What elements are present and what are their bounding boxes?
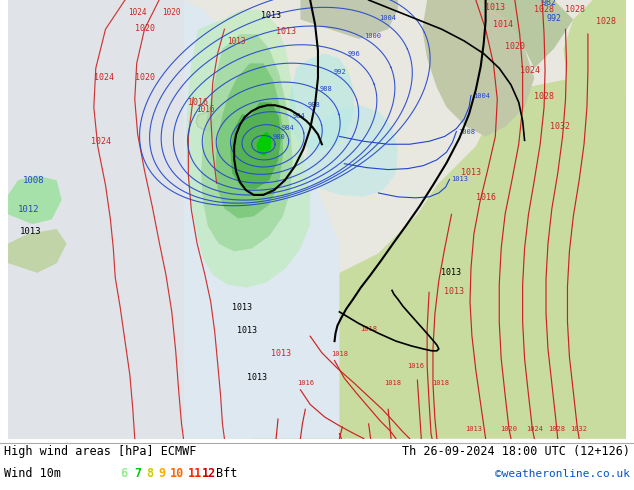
Text: 1016: 1016 — [476, 193, 496, 202]
Text: 1008: 1008 — [458, 128, 476, 135]
Text: 1020: 1020 — [500, 426, 517, 432]
Text: 1013: 1013 — [276, 27, 296, 36]
Text: 1013: 1013 — [271, 349, 291, 358]
Text: 1016: 1016 — [407, 364, 424, 369]
Polygon shape — [422, 0, 534, 136]
Text: 12: 12 — [202, 467, 216, 480]
Text: 1032: 1032 — [571, 426, 588, 432]
Text: 1013: 1013 — [465, 426, 482, 432]
Polygon shape — [301, 0, 398, 39]
Text: 1028: 1028 — [548, 426, 566, 432]
Text: High wind areas [hPa] ECMWF: High wind areas [hPa] ECMWF — [4, 445, 197, 458]
Polygon shape — [201, 34, 293, 251]
Polygon shape — [247, 66, 281, 93]
Text: 1028: 1028 — [534, 5, 554, 14]
Text: Bft: Bft — [216, 467, 237, 480]
Text: 1016: 1016 — [196, 105, 215, 114]
Text: 1013: 1013 — [247, 373, 266, 382]
Text: 1013: 1013 — [451, 176, 469, 182]
Polygon shape — [216, 63, 283, 219]
Text: 1014: 1014 — [493, 20, 514, 29]
Text: 988: 988 — [307, 101, 320, 108]
Text: 1024: 1024 — [94, 73, 114, 82]
Text: 1012: 1012 — [18, 205, 39, 215]
Polygon shape — [257, 131, 271, 156]
Text: 1013: 1013 — [20, 227, 41, 236]
Text: 1024: 1024 — [526, 426, 543, 432]
Text: 1024: 1024 — [520, 66, 540, 75]
Polygon shape — [8, 175, 61, 224]
Text: 1032: 1032 — [550, 122, 570, 131]
Text: 1013: 1013 — [444, 287, 465, 296]
Text: Wind 10m: Wind 10m — [4, 467, 61, 480]
Text: 1016: 1016 — [297, 380, 314, 386]
Text: 988: 988 — [320, 86, 332, 92]
Text: 992: 992 — [333, 69, 346, 74]
Polygon shape — [8, 229, 67, 273]
Text: 1020: 1020 — [162, 8, 181, 17]
Text: 996: 996 — [348, 51, 361, 57]
Text: 1013: 1013 — [441, 268, 462, 277]
Text: 1018: 1018 — [360, 326, 377, 332]
Text: 1020: 1020 — [505, 42, 525, 51]
Text: 1018: 1018 — [384, 380, 401, 386]
Text: 6: 6 — [120, 467, 127, 480]
Text: 1000: 1000 — [364, 33, 381, 40]
Text: 1013: 1013 — [228, 37, 246, 46]
Text: 984: 984 — [293, 113, 306, 119]
Polygon shape — [247, 78, 626, 439]
Text: 9: 9 — [158, 467, 165, 480]
Text: 1008: 1008 — [23, 176, 44, 185]
Text: 8: 8 — [146, 467, 153, 480]
Text: 1013: 1013 — [232, 303, 252, 312]
Polygon shape — [476, 0, 573, 68]
Polygon shape — [196, 112, 213, 131]
Polygon shape — [230, 102, 281, 189]
Polygon shape — [288, 53, 354, 150]
Text: 982: 982 — [541, 0, 557, 7]
Text: 1018: 1018 — [331, 351, 348, 357]
Text: 1028: 1028 — [534, 93, 554, 101]
Text: 11: 11 — [188, 467, 202, 480]
Text: 1020: 1020 — [135, 73, 155, 82]
Text: 7: 7 — [134, 467, 141, 480]
Text: 1004: 1004 — [378, 15, 396, 21]
Text: ©weatheronline.co.uk: ©weatheronline.co.uk — [495, 469, 630, 479]
Text: 1013: 1013 — [461, 169, 481, 177]
Text: 1024: 1024 — [128, 8, 146, 17]
Text: 1016: 1016 — [188, 98, 209, 107]
Polygon shape — [186, 10, 310, 288]
Text: 980: 980 — [272, 134, 285, 140]
Text: 1020: 1020 — [135, 24, 155, 33]
Text: 1004: 1004 — [473, 93, 490, 98]
Polygon shape — [183, 0, 339, 439]
Text: 984: 984 — [282, 124, 295, 131]
Text: 1013: 1013 — [261, 11, 281, 20]
Polygon shape — [213, 107, 252, 151]
Text: 1028: 1028 — [566, 5, 585, 14]
Text: 10: 10 — [170, 467, 184, 480]
Text: 1024: 1024 — [91, 137, 111, 146]
Polygon shape — [564, 0, 626, 439]
Bar — [8, 0, 183, 439]
Text: Th 26-09-2024 18:00 UTC (12+126): Th 26-09-2024 18:00 UTC (12+126) — [402, 445, 630, 458]
Text: 992: 992 — [547, 14, 561, 24]
Text: 1013: 1013 — [237, 326, 257, 335]
Text: 1013: 1013 — [486, 3, 505, 12]
Text: 1018: 1018 — [432, 380, 450, 386]
Polygon shape — [306, 105, 398, 197]
Text: 1028: 1028 — [597, 17, 616, 26]
